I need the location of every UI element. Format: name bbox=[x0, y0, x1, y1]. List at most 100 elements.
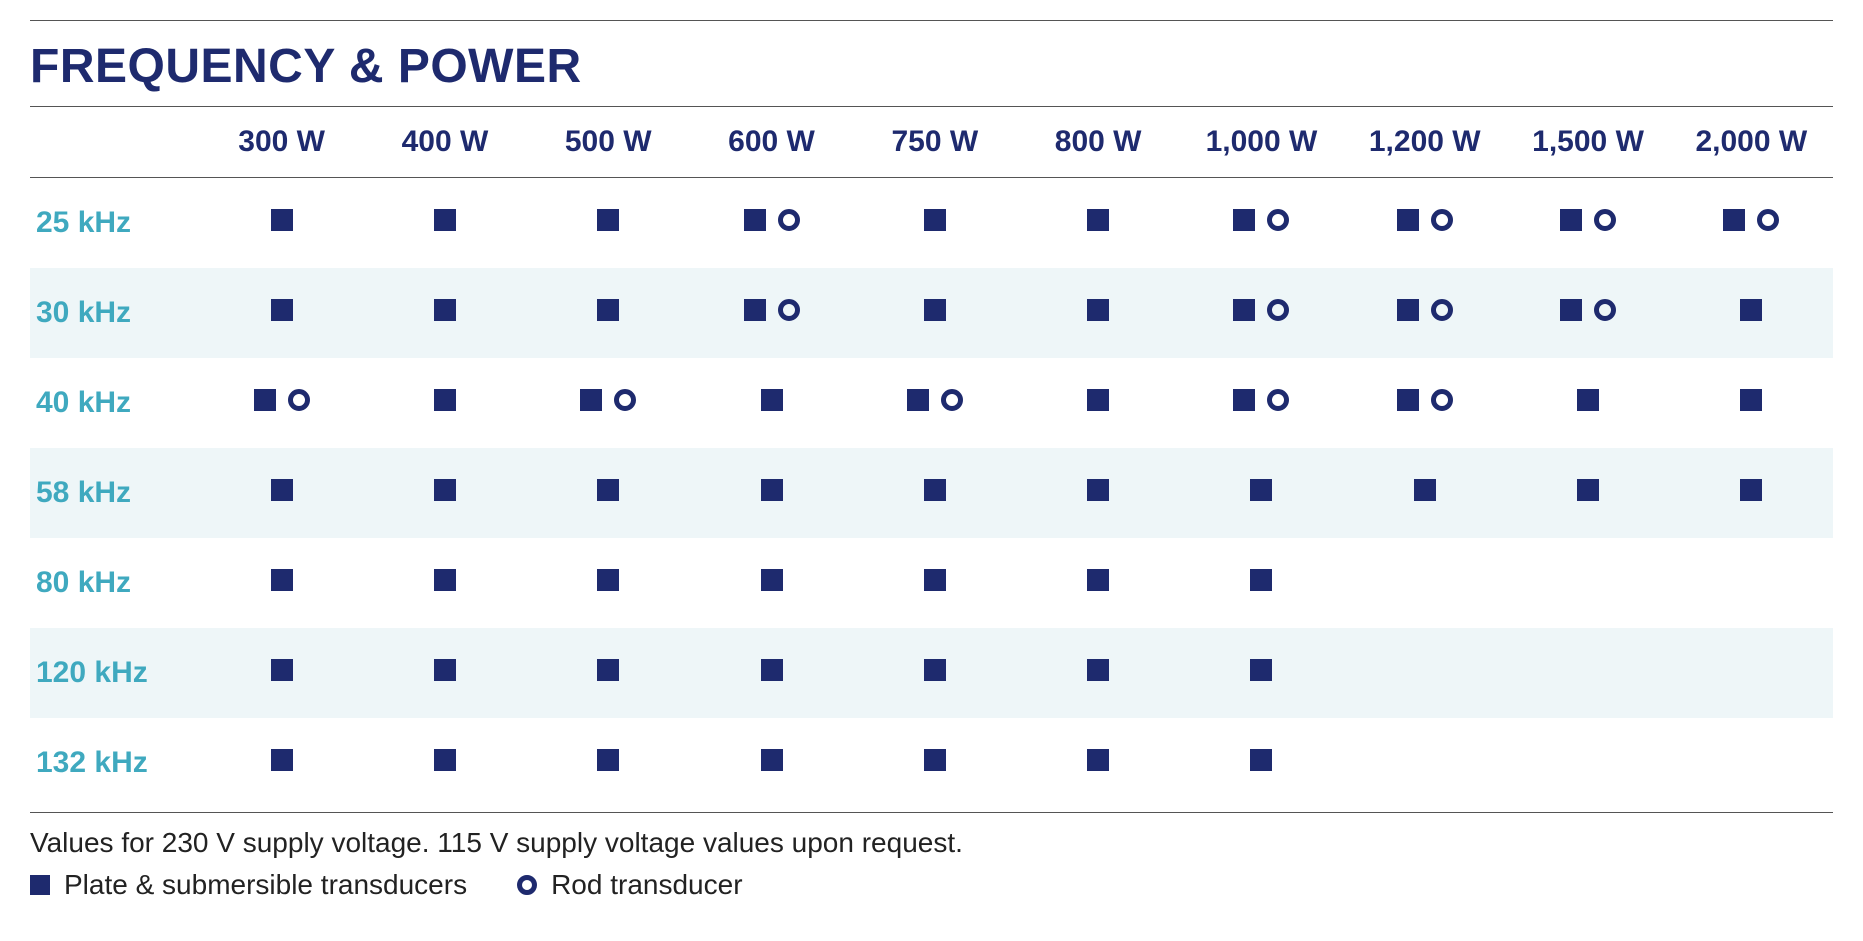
cell-markers bbox=[271, 479, 293, 501]
square-icon bbox=[271, 569, 293, 591]
cell-markers bbox=[1397, 209, 1453, 231]
header-blank bbox=[30, 107, 200, 178]
ring-icon bbox=[1267, 209, 1289, 231]
square-icon bbox=[1250, 479, 1272, 501]
square-icon bbox=[1087, 659, 1109, 681]
matrix-cell bbox=[200, 718, 363, 808]
legend-ring-label: Rod transducer bbox=[551, 869, 742, 901]
cell-markers bbox=[1087, 209, 1109, 231]
matrix-cell bbox=[1180, 718, 1343, 808]
row-label: 120 kHz bbox=[30, 628, 200, 718]
matrix-cell bbox=[1343, 358, 1506, 448]
table-header: 300 W 400 W 500 W 600 W 750 W 800 W 1,00… bbox=[30, 107, 1833, 178]
square-icon bbox=[1087, 299, 1109, 321]
cell-markers bbox=[1414, 479, 1436, 501]
table-row: 132 kHz bbox=[30, 718, 1833, 808]
ring-icon bbox=[517, 875, 537, 895]
square-icon bbox=[1740, 479, 1762, 501]
frequency-power-table: 300 W 400 W 500 W 600 W 750 W 800 W 1,00… bbox=[30, 106, 1833, 808]
cell-markers bbox=[761, 659, 783, 681]
table-row: 80 kHz bbox=[30, 538, 1833, 628]
legend-square-label: Plate & submersible transducers bbox=[64, 869, 467, 901]
square-icon bbox=[924, 299, 946, 321]
legend: Plate & submersible transducers Rod tran… bbox=[30, 869, 1833, 901]
matrix-cell bbox=[1670, 718, 1833, 808]
ring-icon bbox=[778, 209, 800, 231]
square-icon bbox=[434, 479, 456, 501]
ring-icon bbox=[1431, 209, 1453, 231]
matrix-cell bbox=[853, 448, 1016, 538]
square-icon bbox=[597, 479, 619, 501]
cell-markers bbox=[254, 389, 310, 411]
cell-markers bbox=[1740, 299, 1762, 321]
matrix-cell bbox=[690, 268, 853, 358]
row-label: 30 kHz bbox=[30, 268, 200, 358]
matrix-cell bbox=[200, 268, 363, 358]
square-icon bbox=[434, 749, 456, 771]
cell-markers bbox=[580, 389, 636, 411]
matrix-cell bbox=[690, 538, 853, 628]
matrix-cell bbox=[527, 268, 690, 358]
matrix-cell bbox=[1343, 178, 1506, 268]
matrix-cell bbox=[363, 628, 526, 718]
cell-markers bbox=[1087, 389, 1109, 411]
matrix-cell bbox=[527, 358, 690, 448]
matrix-cell bbox=[1343, 448, 1506, 538]
table-row: 58 kHz bbox=[30, 448, 1833, 538]
col-header: 800 W bbox=[1016, 107, 1179, 178]
square-icon bbox=[1414, 479, 1436, 501]
matrix-cell bbox=[853, 538, 1016, 628]
cell-markers bbox=[1250, 479, 1272, 501]
row-label: 58 kHz bbox=[30, 448, 200, 538]
square-icon bbox=[434, 209, 456, 231]
matrix-cell bbox=[690, 448, 853, 538]
matrix-cell bbox=[527, 718, 690, 808]
cell-markers bbox=[1577, 479, 1599, 501]
table-row: 25 kHz bbox=[30, 178, 1833, 268]
cell-markers bbox=[597, 479, 619, 501]
col-header: 600 W bbox=[690, 107, 853, 178]
col-header: 300 W bbox=[200, 107, 363, 178]
cell-markers bbox=[271, 209, 293, 231]
matrix-cell bbox=[853, 628, 1016, 718]
square-icon bbox=[1087, 569, 1109, 591]
cell-markers bbox=[1087, 749, 1109, 771]
cell-markers bbox=[1740, 479, 1762, 501]
col-header: 500 W bbox=[527, 107, 690, 178]
col-header: 1,500 W bbox=[1506, 107, 1669, 178]
cell-markers bbox=[744, 299, 800, 321]
cell-markers bbox=[1740, 389, 1762, 411]
matrix-cell bbox=[1506, 178, 1669, 268]
cell-markers bbox=[597, 299, 619, 321]
ring-icon bbox=[778, 299, 800, 321]
cell-markers bbox=[271, 299, 293, 321]
square-icon bbox=[1250, 749, 1272, 771]
cell-markers bbox=[1560, 299, 1616, 321]
cell-markers bbox=[744, 209, 800, 231]
ring-icon bbox=[288, 389, 310, 411]
cell-markers bbox=[597, 569, 619, 591]
square-icon bbox=[271, 479, 293, 501]
matrix-cell bbox=[1670, 268, 1833, 358]
square-icon bbox=[271, 749, 293, 771]
cell-markers bbox=[434, 749, 456, 771]
top-rule bbox=[30, 20, 1833, 21]
matrix-cell bbox=[363, 448, 526, 538]
ring-icon bbox=[1431, 299, 1453, 321]
ring-icon bbox=[1267, 389, 1289, 411]
square-icon bbox=[744, 299, 766, 321]
square-icon bbox=[434, 569, 456, 591]
matrix-cell bbox=[853, 178, 1016, 268]
cell-markers bbox=[1087, 659, 1109, 681]
cell-markers bbox=[1577, 389, 1599, 411]
square-icon bbox=[924, 659, 946, 681]
cell-markers bbox=[1087, 479, 1109, 501]
square-icon bbox=[1250, 659, 1272, 681]
square-icon bbox=[434, 659, 456, 681]
matrix-cell bbox=[690, 718, 853, 808]
matrix-cell bbox=[1506, 538, 1669, 628]
table-row: 120 kHz bbox=[30, 628, 1833, 718]
cell-markers bbox=[924, 479, 946, 501]
cell-markers bbox=[924, 659, 946, 681]
cell-markers bbox=[924, 569, 946, 591]
